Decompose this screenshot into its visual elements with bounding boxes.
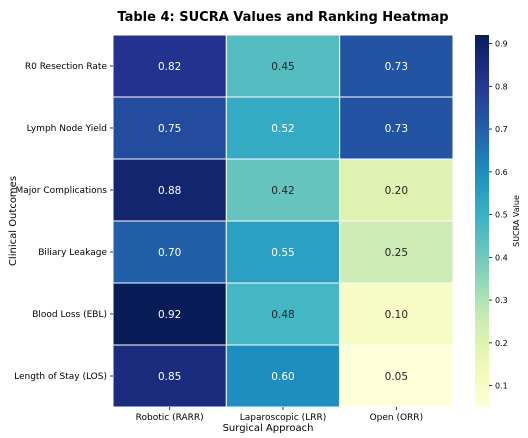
colorbar-tick-label: 0.5 [495,211,508,220]
cell-value-label: 0.82 [158,61,181,73]
y-tick-label: Blood Loss (EBL) [32,310,107,320]
cell-value-label: 0.73 [385,61,408,73]
cell-value-label: 0.10 [385,309,408,321]
heatmap-cell [112,220,227,284]
heatmap-cell [225,34,341,98]
cell-value-label: 0.45 [271,61,294,73]
x-tick-label: Robotic (RARR) [136,413,204,423]
heatmap-cell [225,282,341,346]
heatmap-cell [225,158,341,222]
y-tick-label: Major Complications [15,186,107,196]
cell-value-label: 0.48 [271,309,294,321]
colorbar-tick-label: 0.6 [495,168,508,177]
x-axis-label: Surgical Approach [223,423,314,434]
colorbar-tick-label: 0.4 [495,253,508,262]
heatmap-cell [225,344,341,408]
colorbar-tick-label: 0.7 [495,125,508,134]
cell-value-label: 0.85 [158,371,181,383]
cell-value-label: 0.75 [158,123,181,135]
cell-value-label: 0.92 [158,309,181,321]
y-tick-labels: R0 Resection Rate Lymph Node Yield Major C… [14,62,113,382]
cell-value-label: 0.73 [385,123,408,135]
heatmap-cells: 0.82 0.45 0.73 0.75 0.52 0.73 0.88 0.42 0.20 0.70… [112,34,454,408]
colorbar-fill [475,35,489,407]
heatmap-cell [112,282,227,346]
heatmap-cell [339,282,454,346]
heatmap-cell [225,96,341,160]
y-axis-label: Clinical Outcomes [8,176,19,266]
x-tick-label: Open (ORR) [370,413,424,423]
cell-value-label: 0.88 [158,185,181,197]
x-tick-labels: Robotic (RARR) Laparoscopic (LRR) Open (OR… [136,407,423,423]
y-tick-label: R0 Resection Rate [25,62,108,72]
colorbar: 0.1 0.2 0.3 0.4 0.5 0.6 0.7 0.8 0.9 SUCRA Value [475,35,521,407]
cell-value-label: 0.55 [271,247,294,259]
heatmap-cell [339,344,454,408]
heatmap-cell [339,220,454,284]
cell-value-label: 0.52 [271,123,294,135]
y-tick-label: Length of Stay (LOS) [14,372,107,382]
heatmap-cell [112,34,227,98]
cell-value-label: 0.25 [385,247,408,259]
y-tick-label: Lymph Node Yield [27,124,107,134]
cell-value-label: 0.60 [271,371,294,383]
heatmap-cell [339,96,454,160]
cell-value-label: 0.05 [385,371,408,383]
x-tick-label: Laparoscopic (LRR) [240,413,326,423]
chart-title: Table 4: SUCRA Values and Ranking Heatma… [117,10,448,25]
colorbar-tick-label: 0.3 [495,296,508,305]
colorbar-tick-label: 0.9 [495,40,508,49]
cell-value-label: 0.70 [158,247,181,259]
colorbar-label: SUCRA Value [512,195,521,247]
colorbar-tick-label: 0.1 [495,382,508,391]
colorbar-tick-label: 0.2 [495,339,508,348]
colorbar-tick-label: 0.8 [495,82,508,91]
cell-value-label: 0.42 [271,185,294,197]
heatmap-cell [112,96,227,160]
y-tick-label: Biliary Leakage [38,248,107,258]
cell-value-label: 0.20 [385,185,408,197]
heatmap-cell [339,34,454,98]
